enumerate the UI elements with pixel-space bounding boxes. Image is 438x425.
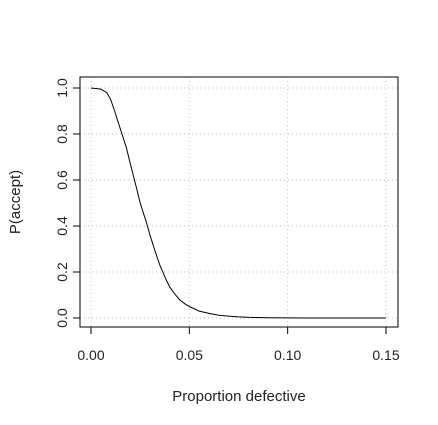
y-tick-label: 0.0 — [54, 308, 70, 328]
oc-curve-line — [90, 87, 386, 319]
y-tick-label: 1.0 — [54, 78, 70, 98]
y-tick-label: 0.8 — [54, 124, 70, 144]
plot-frame — [79, 76, 399, 328]
x-axis: 0.00 0.05 0.10 0.15 — [77, 327, 400, 363]
x-tick-label: 0.05 — [176, 347, 203, 363]
x-tick-label: 0.15 — [372, 347, 399, 363]
x-axis-label: Proportion defective — [172, 388, 305, 405]
x-tick-label: 0.10 — [274, 347, 301, 363]
x-tick-label: 0.00 — [77, 347, 104, 363]
series-layer — [90, 87, 386, 319]
y-tick-label: 0.4 — [54, 216, 70, 236]
y-tick-label: 0.2 — [54, 262, 70, 282]
y-tick-label: 0.6 — [54, 170, 70, 190]
grid-lines — [80, 77, 398, 327]
y-axis-label: P(accept) — [7, 170, 24, 234]
y-axis: 0.0 0.2 0.4 0.6 0.8 1.0 — [54, 78, 80, 328]
